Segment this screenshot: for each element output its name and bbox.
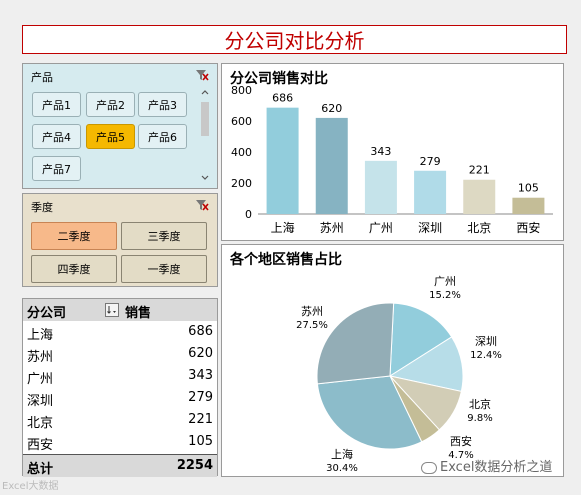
y-tick-label: 800 bbox=[231, 84, 252, 97]
bar[interactable] bbox=[315, 117, 348, 214]
sales-cell: 279 bbox=[188, 390, 213, 405]
pie-slice-percent: 27.5% bbox=[296, 320, 328, 331]
clear-filter-icon[interactable] bbox=[195, 198, 209, 212]
y-tick-label: 400 bbox=[231, 146, 252, 159]
pie-slice-percent: 12.4% bbox=[470, 350, 502, 361]
pie-slice-percent: 30.4% bbox=[326, 463, 358, 474]
table-row[interactable]: 西安 105 bbox=[23, 431, 217, 453]
x-tick-label: 广州 bbox=[369, 221, 393, 235]
branch-cell: 深圳 bbox=[27, 394, 54, 409]
x-tick-label: 西安 bbox=[516, 220, 540, 235]
product-slicer-item[interactable]: 产品2 bbox=[86, 92, 135, 117]
pie-slice-label: 北京 bbox=[469, 397, 491, 411]
pie-chart-panel: 各个地区销售占比 广州 15.2% 深圳 12.4% 北京 9.8% 西安 4.7% 上海 30.… bbox=[221, 244, 564, 477]
pie-slice-label: 深圳 bbox=[475, 335, 497, 348]
pivot-table: 分公司 销售 上海 686 苏州 620 广州 343 深圳 279 北京 221 西安 105 总计… bbox=[22, 298, 218, 477]
column-header-sales: 销售 bbox=[125, 306, 152, 321]
branch-cell: 上海 bbox=[27, 328, 54, 343]
pie-chart-title: 各个地区销售占比 bbox=[230, 252, 342, 268]
watermark-right-text: Excel数据分析之道 bbox=[440, 460, 553, 475]
clear-filter-icon[interactable] bbox=[195, 68, 209, 82]
bar[interactable] bbox=[512, 197, 545, 214]
product-slicer-item[interactable]: 产品6 bbox=[138, 124, 187, 149]
bar-value-label: 105 bbox=[518, 182, 539, 195]
bar-chart: 0 200 400 600 800 686 上海 620 苏州 343 广州 279 深圳 221 北京 10… bbox=[231, 84, 553, 235]
product-slicer-item[interactable]: 产品7 bbox=[32, 156, 81, 181]
total-value: 2254 bbox=[176, 458, 213, 473]
table-row[interactable]: 深圳 279 bbox=[23, 387, 217, 409]
branch-cell: 苏州 bbox=[27, 350, 54, 365]
pie-slice-percent: 15.2% bbox=[429, 290, 461, 301]
branch-cell: 北京 bbox=[27, 416, 54, 431]
sales-cell: 343 bbox=[188, 368, 213, 383]
season-slicer-item[interactable]: 二季度 bbox=[31, 222, 117, 250]
y-tick-label: 0 bbox=[245, 208, 252, 221]
page-title: 分公司对比分析 bbox=[22, 25, 567, 54]
pie-slice[interactable] bbox=[316, 302, 395, 385]
bar[interactable] bbox=[364, 160, 397, 214]
y-tick-label: 600 bbox=[231, 115, 252, 128]
bar-value-label: 620 bbox=[321, 102, 342, 115]
table-row[interactable]: 上海 686 bbox=[23, 321, 217, 343]
product-slicer-item[interactable]: 产品3 bbox=[138, 92, 187, 117]
bar-value-label: 686 bbox=[272, 92, 293, 105]
sales-cell: 221 bbox=[188, 412, 213, 427]
table-total-row: 总计 2254 bbox=[23, 454, 217, 477]
season-slicer-item[interactable]: 四季度 bbox=[31, 255, 117, 283]
column-header-branch: 分公司 bbox=[27, 306, 67, 321]
pie-chart: 广州 15.2% 深圳 12.4% 北京 9.8% 西安 4.7% 上海 30.4% 苏州 27.5% bbox=[296, 275, 502, 474]
bar-value-label: 221 bbox=[469, 164, 490, 177]
product-slicer-item[interactable]: 产品5 bbox=[86, 124, 135, 149]
x-tick-label: 上海 bbox=[271, 220, 295, 235]
pie-slice[interactable] bbox=[316, 375, 423, 450]
season-slicer-item[interactable]: 一季度 bbox=[121, 255, 207, 283]
watermark-right: Excel数据分析之道 bbox=[421, 456, 552, 475]
table-row[interactable]: 北京 221 bbox=[23, 409, 217, 431]
x-tick-label: 北京 bbox=[467, 221, 491, 235]
bar-chart-panel: 分公司销售对比 0 200 400 600 800 686 上海 620 苏州 343 广州 279 深… bbox=[221, 63, 564, 241]
branch-cell: 西安 bbox=[27, 438, 54, 453]
season-slicer-item[interactable]: 三季度 bbox=[121, 222, 207, 250]
pie-slice-label: 广州 bbox=[434, 275, 456, 288]
sales-cell: 686 bbox=[188, 324, 213, 339]
season-slicer-header: 季度 bbox=[31, 201, 53, 214]
branch-cell: 广州 bbox=[27, 372, 54, 387]
sales-cell: 620 bbox=[188, 346, 213, 361]
product-slicer-header: 产品 bbox=[31, 71, 53, 84]
bar-value-label: 279 bbox=[420, 155, 441, 168]
x-tick-label: 深圳 bbox=[418, 221, 442, 235]
pie-slice-label: 苏州 bbox=[301, 305, 323, 318]
y-tick-label: 200 bbox=[231, 177, 252, 190]
bar-value-label: 343 bbox=[370, 145, 391, 158]
product-slicer-scrollbar[interactable] bbox=[198, 88, 212, 184]
bar-chart-title: 分公司销售对比 bbox=[230, 71, 328, 87]
table-header-row: 分公司 销售 bbox=[23, 299, 217, 321]
pie-slice-label: 西安 bbox=[450, 434, 472, 448]
wechat-icon bbox=[421, 461, 437, 474]
table-row[interactable]: 广州 343 bbox=[23, 365, 217, 387]
bar[interactable] bbox=[414, 170, 447, 214]
season-slicer: 季度 二季度 三季度 四季度 一季度 bbox=[22, 193, 218, 287]
product-slicer-item[interactable]: 产品1 bbox=[32, 92, 81, 117]
bar[interactable] bbox=[463, 179, 496, 214]
sales-cell: 105 bbox=[188, 434, 213, 449]
product-slicer: 产品 产品1 产品2 产品3 产品4 产品5 产品6 产品7 bbox=[22, 63, 218, 189]
x-tick-label: 苏州 bbox=[320, 221, 344, 235]
product-slicer-item[interactable]: 产品4 bbox=[32, 124, 81, 149]
total-label: 总计 bbox=[27, 462, 54, 477]
pie-slice[interactable] bbox=[389, 302, 453, 377]
watermark-left: Excel大数据 bbox=[2, 481, 59, 492]
bar[interactable] bbox=[266, 107, 299, 214]
pie-slice-label: 上海 bbox=[331, 447, 353, 461]
pie-slice-percent: 9.8% bbox=[467, 413, 492, 424]
sort-dropdown-icon[interactable] bbox=[105, 303, 119, 317]
table-row[interactable]: 苏州 620 bbox=[23, 343, 217, 365]
pie-slice-percent: 4.7% bbox=[448, 450, 473, 461]
